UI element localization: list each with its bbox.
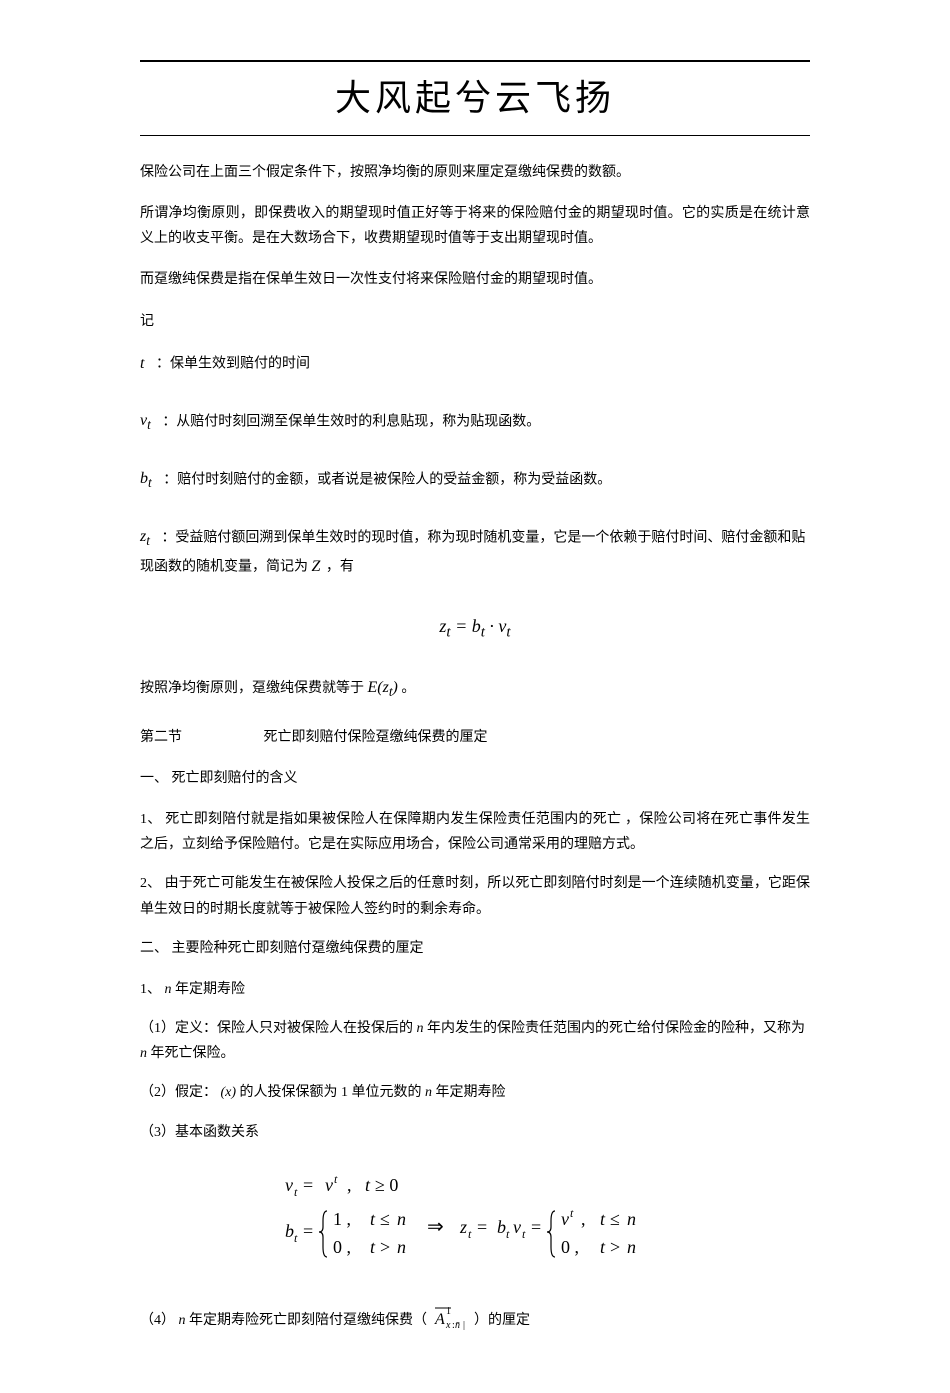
paragraph-ezt: 按照净均衡原则，趸缴纯保费就等于 E(zt) 。 [140,674,810,704]
svg-text:t: t [294,1231,298,1245]
svg-text:1: 1 [446,1306,451,1317]
def-4-post: ）的厘定 [474,1313,530,1328]
def-v: vt ：从赔付时刻回溯至保单生效时的利息贴现，称为贴现函数。 [140,407,810,437]
svg-text:0 ,: 0 , [561,1237,579,1257]
def-z: zt ：受益赔付额回溯到保单生效时的现时值，称为现时随机变量，它是一个依赖于赔付… [140,523,810,582]
symbol-n-1: n [165,982,172,997]
svg-text:n: n [397,1209,406,1229]
symbol-n-4: n [425,1085,432,1100]
svg-text:v: v [561,1209,569,1229]
svg-text:>: > [610,1237,620,1257]
svg-text:t: t [370,1237,376,1257]
section-2-text: 死亡即刻赔付保险趸缴纯保费的厘定 [264,730,488,745]
svg-text:v: v [325,1175,333,1195]
symbol-z: Z [312,553,321,582]
numbered-2: 2、 由于死亡可能发生在被保险人投保之后的任意时刻，所以死亡即刻陪付时刻是一个连… [140,871,810,921]
def-4-pre: （4） [140,1313,179,1328]
svg-text:z: z [459,1217,467,1237]
section-2-label: 第二节 [140,725,260,750]
def-z-text-pre: ：受益赔付额回溯到保单生效时的现时值，称为现时随机变量，它是一个依赖于赔付时间、… [140,530,805,574]
symbol-bt: bt [140,465,152,495]
svg-text:n: n [627,1237,636,1257]
subsection-2: 二、 主要险种死亡即刻赔付趸缴纯保费的厘定 [140,936,810,961]
paragraph-premium-def: 而趸缴纯保费是指在保单生效日一次性支付将来保险赔付金的期望现时值。 [140,267,810,292]
symbol-n-2: n [417,1021,424,1036]
svg-text:⇒: ⇒ [427,1216,444,1238]
svg-text:t: t [370,1209,376,1229]
paragraph-notation: 记 [140,309,810,334]
svg-text:b: b [497,1217,506,1237]
def-2-pre: （2）假定： [140,1085,221,1100]
def-4-mid: 年定期寿险死亡即刻陪付趸缴纯保费（ [189,1313,431,1328]
symbol-n-3: n [140,1046,147,1061]
svg-text:t: t [506,1227,510,1241]
formula-piecewise: vt = vt , t ≥ 0 bt = 1 , t ≤ n 0 , t > n… [140,1169,810,1278]
svg-text:=: = [303,1175,313,1195]
def-z-text-post: ，有 [326,560,354,575]
symbol-x: (x) [221,1085,237,1100]
def-t: t ：保单生效到赔付的时间 [140,350,810,379]
svg-text:≤: ≤ [380,1209,390,1229]
ezt-pre: 按照净均衡原则，趸缴纯保费就等于 [140,681,368,696]
def-3: （3）基本函数关系 [140,1120,810,1145]
svg-text:≥ 0: ≥ 0 [375,1175,398,1195]
symbol-zt: zt [140,523,150,553]
symbol-vt: vt [140,407,151,437]
page-header: 大风起兮云飞扬 [140,60,810,136]
item-1-post: 年定期寿险 [175,982,245,997]
item-1-pre: 1、 [140,982,165,997]
svg-text:t: t [294,1185,298,1199]
svg-text:b: b [285,1221,294,1241]
def-v-text: ：从赔付时刻回溯至保单生效时的利息贴现，称为贴现函数。 [162,414,540,429]
svg-text:t: t [600,1237,606,1257]
def-1: （1）定义：保险人只对被保险人在投保后的 n 年内发生的保险责任范围内的死亡给付… [140,1016,810,1066]
subsection-1: 一、 死亡即刻赔付的含义 [140,766,810,791]
svg-text:|: | [463,1320,465,1330]
svg-text:A: A [434,1311,445,1328]
svg-text:t: t [365,1175,371,1195]
svg-text:t: t [468,1227,472,1241]
svg-text:,: , [347,1175,352,1195]
svg-text:t: t [334,1172,338,1186]
svg-text:n: n [627,1209,636,1229]
svg-text:=: = [303,1221,313,1241]
svg-text:n̄: n̄ [455,1320,460,1330]
symbol-n-5: n [179,1313,186,1328]
ezt-post: 。 [401,681,415,696]
def-2: （2）假定： (x) 的人投保保额为 1 单位元数的 n 年定期寿险 [140,1080,810,1105]
paragraph-assumption: 保险公司在上面三个假定条件下，按照净均衡的原则来厘定趸缴纯保费的数额。 [140,160,810,185]
item-1: 1、 n 年定期寿险 [140,977,810,1002]
svg-text:v: v [285,1175,293,1195]
def-b-text: ：赔付时刻赔付的金额，或者说是被保险人的受益金额，称为受益函数。 [163,472,611,487]
formula-zt: zt = bt · vt [140,610,810,647]
def-1-post: 年死亡保险。 [151,1046,235,1061]
svg-text:0 ,: 0 , [333,1237,351,1257]
svg-text:t: t [522,1227,526,1241]
svg-text:x: x [445,1320,451,1330]
svg-text:≤: ≤ [610,1209,620,1229]
def-1-mid: 年内发生的保险责任范围内的死亡给付保险金的险种，又称为 [427,1021,805,1036]
def-4: （4） n 年定期寿险死亡即刻陪付趸缴纯保费（ A 1 x : n̄ | ）的厘… [140,1302,810,1339]
symbol-ezt: E(zt) [368,679,398,696]
svg-text:n: n [397,1237,406,1257]
svg-text:=: = [531,1217,541,1237]
def-b: bt ：赔付时刻赔付的金额，或者说是被保险人的受益金额，称为受益函数。 [140,465,810,495]
svg-text:=: = [477,1217,487,1237]
def-t-text: ：保单生效到赔付的时间 [156,356,310,371]
paragraph-principle: 所谓净均衡原则，即保费收入的期望现时值正好等于将来的保险赔付金的期望现时值。它的… [140,201,810,251]
svg-text:,: , [581,1209,586,1229]
numbered-1: 1、 死亡即刻陪付就是指如果被保险人在保障期内发生保险责任范围内的死亡 ，保险公… [140,807,810,857]
svg-text:v: v [513,1217,521,1237]
symbol-axn: A 1 x : n̄ | [431,1302,471,1339]
svg-text:t: t [600,1209,606,1229]
svg-text:>: > [380,1237,390,1257]
def-2-post: 年定期寿险 [436,1085,506,1100]
def-1-pre: （1）定义：保险人只对被保险人在投保后的 [140,1021,417,1036]
svg-text:t: t [570,1206,574,1220]
svg-text:1 ,: 1 , [333,1209,351,1229]
section-2-title: 第二节 死亡即刻赔付保险趸缴纯保费的厘定 [140,725,810,750]
symbol-t: t [140,350,144,379]
def-2-mid: 的人投保保额为 1 单位元数的 [240,1085,426,1100]
